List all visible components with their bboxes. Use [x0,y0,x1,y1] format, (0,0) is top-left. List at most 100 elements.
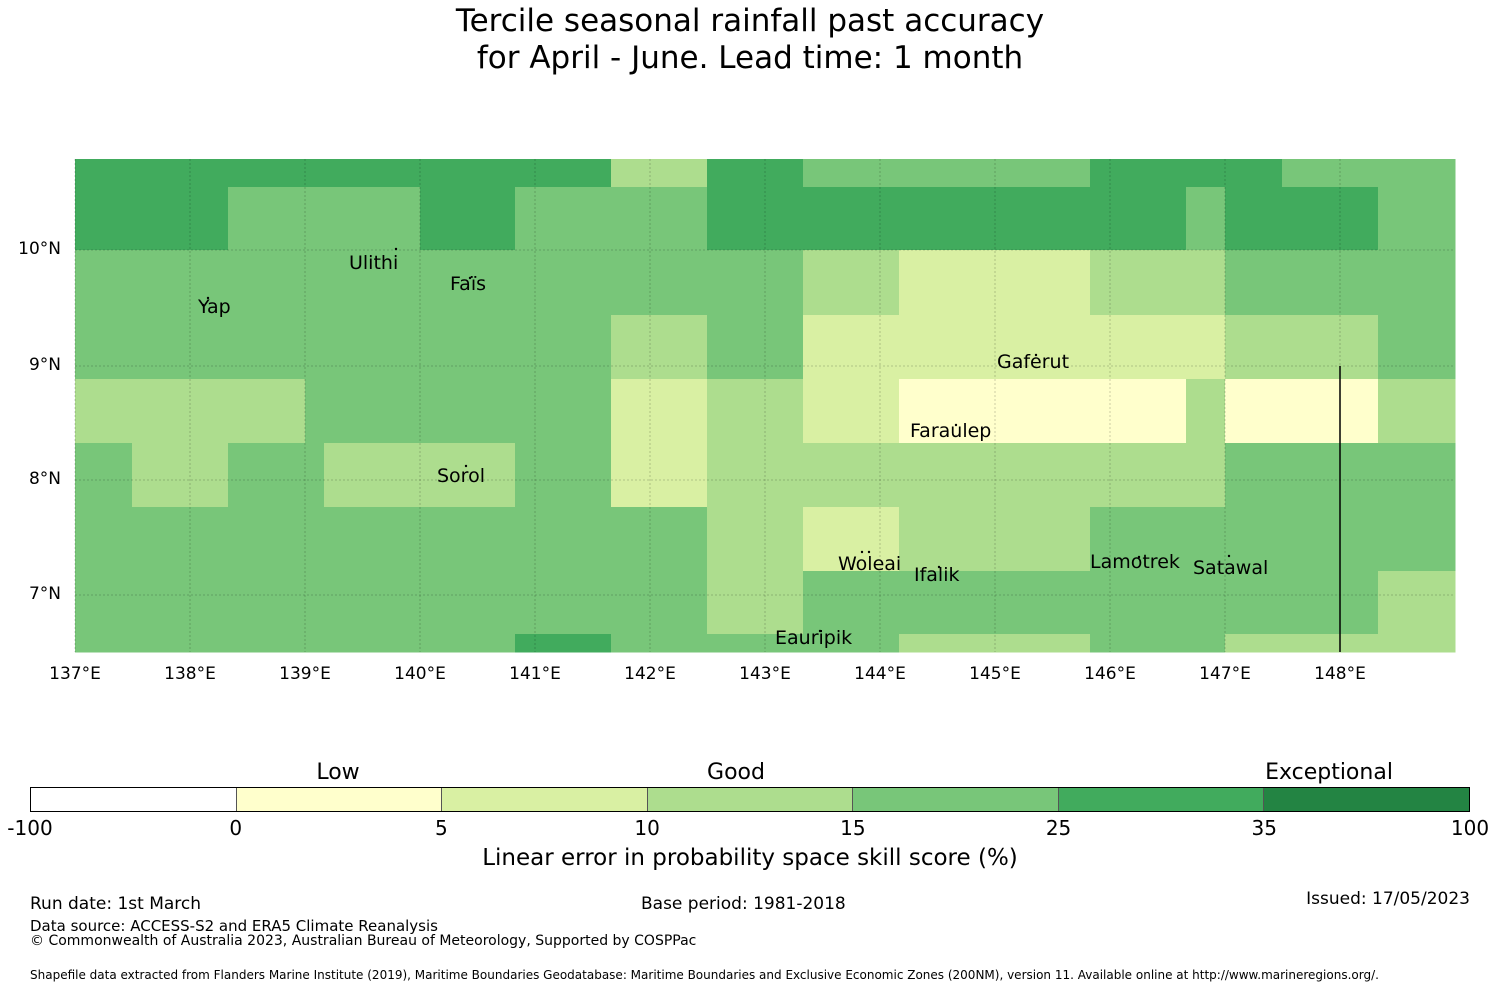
skill-cell [515,634,536,653]
colorbar-segment [235,788,442,811]
skill-cell [995,443,1091,508]
island-marker [954,423,958,427]
longitude-label: 148°E [1314,664,1366,684]
skill-cell [611,634,708,653]
longitude-label: 138°E [164,664,216,684]
skill-cell [228,379,306,444]
skill-cell [1378,507,1456,572]
skill-cell [899,379,996,444]
skill-cell [707,507,766,572]
skill-cell [611,379,708,444]
place-label: Satawal [1193,557,1269,579]
skill-cell [515,507,536,572]
skill-cell [228,443,306,508]
skill-cell [1378,187,1456,251]
skill-cell [324,634,421,653]
longitude-label: 139°E [279,664,331,684]
skill-cell [707,571,766,635]
skill-cell [765,159,804,188]
skill-cell [305,443,325,508]
island-marker [1034,353,1038,357]
skill-cell [1186,315,1226,380]
skill-cell [611,443,708,508]
colorbar-segment [1057,788,1264,811]
place-label: Gaferut [997,351,1070,373]
skill-cell [1225,250,1283,316]
skill-cell [420,634,516,653]
skill-cell [765,315,804,380]
skill-cell [707,443,766,508]
issued-date: Issued: 17/05/2023 [1306,889,1470,909]
latitude-label: 10°N [18,239,61,259]
skill-cell [1090,187,1187,251]
skill-cell [1090,159,1187,188]
skill-cell [535,634,612,653]
skill-cell [707,634,766,653]
skill-cell [899,634,996,653]
skill-cell [995,507,1091,572]
skill-cell [305,571,325,635]
skill-cell [190,187,229,251]
skill-cell [324,250,421,316]
skill-cell [420,507,516,572]
colorbar-category-low: Low [316,760,360,785]
longitude-label: 140°E [394,664,446,684]
skill-cell [228,159,306,188]
colorbar-label: Linear error in probability space skill … [482,845,1018,871]
skill-cell [611,187,708,251]
map-title-line1: Tercile seasonal rainfall past accuracy [455,3,1045,39]
colorbar-category-good: Good [707,760,765,785]
colorbar-tick-label: -100 [7,816,53,840]
skill-cell [228,634,306,653]
skill-cell [765,187,804,251]
skill-cell [765,507,804,572]
skill-cell [190,315,229,380]
skill-cell [75,443,133,508]
skill-cell [1225,159,1283,188]
skill-cell [1186,571,1226,635]
island-marker [464,464,468,468]
skill-cell [1186,187,1226,251]
skill-cell [803,159,900,188]
skill-cell [1378,571,1456,635]
skill-cell [420,315,516,380]
skill-cell [707,379,766,444]
island-marker [1137,555,1141,559]
latitude-label: 9°N [28,355,61,375]
skill-cell [899,315,996,380]
skill-cell [132,250,191,316]
skill-cell [1090,379,1187,444]
skill-cell [1225,379,1283,444]
longitude-label: 146°E [1084,664,1136,684]
skill-cell [899,187,996,251]
skill-cell [1090,443,1187,508]
skill-cell [535,379,612,444]
skill-cell [803,379,900,444]
skill-cell [1378,379,1456,444]
island-marker [206,296,210,300]
skill-cell [707,159,766,188]
skill-cell [1090,634,1187,653]
colorbar-tick-label: 15 [840,816,866,840]
map-title-line2: for April - June. Lead time: 1 month [476,40,1024,76]
skill-cell [75,571,133,635]
skill-cell [515,443,536,508]
skill-cell [305,379,325,444]
skill-cell [1225,187,1283,251]
latitude-label: 7°N [28,584,61,604]
skill-cell [420,159,516,188]
skill-cell [75,507,133,572]
skill-cell [995,315,1091,380]
place-label: Lamotrek [1090,551,1180,573]
skill-cell [1225,634,1283,653]
skill-cell [899,159,996,188]
skill-cell [515,159,536,188]
skill-cell [324,187,421,251]
colorbar-tick-label: 5 [435,816,448,840]
skill-cell [765,571,804,635]
skill-cell [1282,443,1379,508]
skill-grid-cells [75,159,1456,653]
longitude-label: 147°E [1199,664,1251,684]
skill-cell [190,379,229,444]
latitude-label: 8°N [28,469,61,489]
